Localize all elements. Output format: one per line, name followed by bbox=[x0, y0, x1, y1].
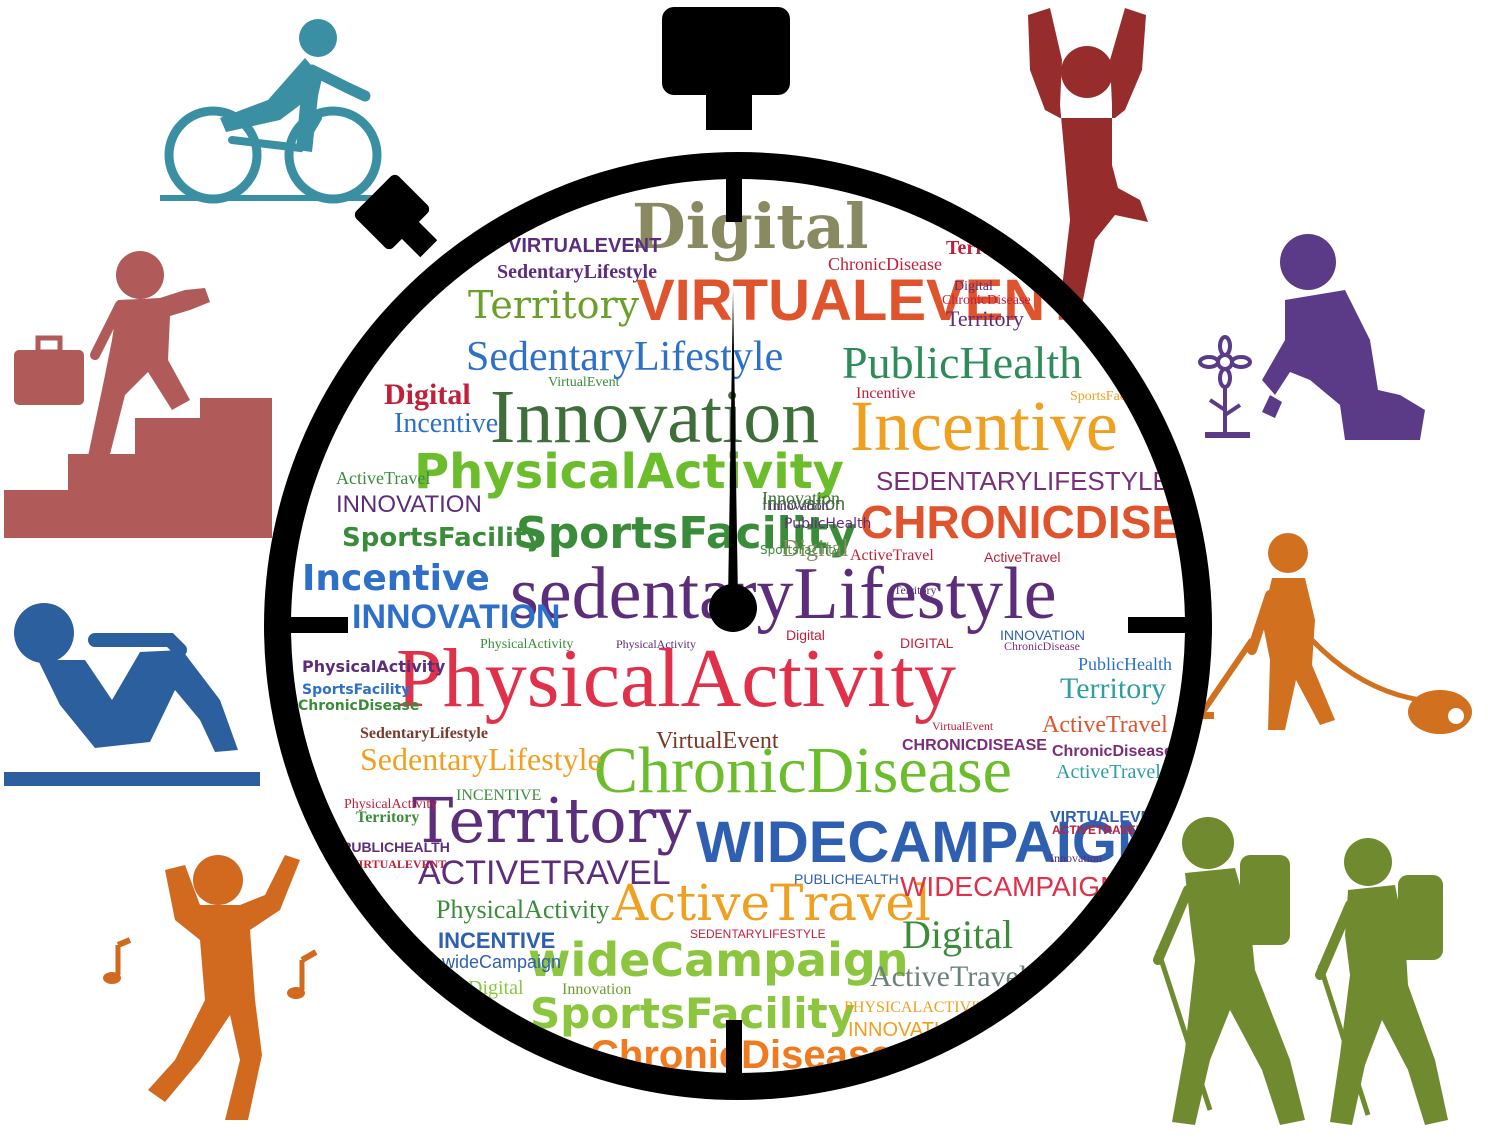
tick-6 bbox=[726, 1020, 742, 1086]
cloud-word: Digital bbox=[384, 378, 471, 411]
tick-12 bbox=[726, 160, 742, 222]
cloud-word: Digital bbox=[786, 627, 825, 643]
bicycle-icon bbox=[160, 19, 385, 204]
cloud-word: ACTIVETRAVEL bbox=[1052, 823, 1143, 837]
cloud-word: Digital bbox=[782, 536, 849, 562]
cloud-word: PublicHealth bbox=[1078, 654, 1172, 674]
cloud-word: Territory bbox=[468, 283, 640, 327]
stopwatch-button-side bbox=[354, 174, 438, 258]
cloud-word: SedentaryLifestyle bbox=[360, 741, 602, 777]
cloud-word: VirtualEvent bbox=[932, 719, 994, 733]
cloud-word: Innovation bbox=[768, 499, 829, 514]
cloud-word: Territory bbox=[356, 809, 419, 826]
cloud-word: sedentaryLifestyle bbox=[510, 553, 1057, 635]
cloud-word: INNOVATION bbox=[336, 491, 482, 518]
gardener-icon bbox=[1198, 234, 1425, 440]
cloud-word: PhysicalActivity bbox=[616, 637, 696, 651]
cloud-word: PhysicalActivity bbox=[436, 895, 609, 924]
tick-9 bbox=[290, 617, 348, 633]
cloud-word: VIRTUALEVENT bbox=[508, 235, 661, 257]
cloud-word: Incentive bbox=[850, 386, 1118, 466]
cloud-word: SedentaryLifestyle bbox=[360, 725, 488, 742]
cloud-word: PhysicalActivity bbox=[414, 444, 844, 500]
cloud-word: VIRTUALEVENT bbox=[636, 268, 1081, 333]
cloud-word: ChronicDisease bbox=[828, 254, 942, 274]
cloud-word: ChronicDisease bbox=[942, 293, 1031, 308]
tick-3 bbox=[1128, 617, 1186, 633]
cloud-word: ChronicDisease bbox=[1052, 743, 1173, 760]
cloud-word: INCENTIVE bbox=[456, 787, 541, 804]
cloud-word: PUBLICHEALTH bbox=[342, 839, 450, 855]
stopwatch-ticks bbox=[290, 160, 1186, 1086]
cloud-word: PhysicalActivity bbox=[344, 797, 437, 812]
cloud-word: ChronicDisease bbox=[1004, 639, 1080, 653]
cloud-word: Territory bbox=[412, 784, 691, 857]
cloud-word: Innovation bbox=[1050, 851, 1102, 865]
cloud-word: PhysicalActivity bbox=[302, 657, 446, 676]
cloud-word: SedentaryLifestyle bbox=[497, 261, 657, 283]
cloud-word: CHRONICDISEASE bbox=[860, 496, 1277, 548]
cloud-word: Digital bbox=[902, 912, 1013, 957]
cloud-word: SportsFacility bbox=[342, 523, 543, 553]
cloud-word: PhysicalActivity bbox=[396, 632, 956, 725]
cloud-word: SportsFacility bbox=[516, 508, 857, 559]
cloud-word: ActiveTravel bbox=[336, 468, 430, 488]
cloud-word: Incentive bbox=[856, 385, 916, 402]
cloud-word: Digital bbox=[954, 279, 993, 294]
cloud-word: ActiveTravel bbox=[1056, 761, 1161, 783]
cloud-word: CHRONICDISEASE bbox=[902, 737, 1047, 754]
cloud-word: SportsFacility bbox=[530, 989, 855, 1038]
vacuum-icon bbox=[1192, 533, 1472, 734]
cloud-word: ActiveTravel bbox=[984, 549, 1061, 565]
cloud-word: SportsFacility bbox=[302, 682, 410, 698]
cloud-word: Digital bbox=[632, 190, 869, 263]
cloud-word: INCENTIVE bbox=[438, 928, 555, 953]
situp-icon bbox=[4, 603, 260, 786]
cloud-word: SedentaryLifestyle bbox=[466, 334, 783, 380]
cloud-word: wideCampaign bbox=[528, 933, 909, 987]
cloud-word: Territory bbox=[1060, 672, 1166, 705]
word-cloud: Digital VIRTUALEVENT Territory Sedentary… bbox=[298, 190, 1277, 1073]
yoga-icon bbox=[1028, 8, 1148, 305]
cloud-word: Territory bbox=[894, 583, 936, 597]
stopwatch-hand bbox=[728, 290, 738, 600]
cloud-word: ActiveTravel bbox=[611, 874, 931, 932]
cloud-word: DIGITAL bbox=[900, 635, 954, 651]
cloud-word: INNOVATION bbox=[352, 598, 560, 636]
stairs-climber-icon bbox=[4, 251, 272, 538]
cloud-word: Innovation bbox=[562, 981, 631, 998]
cloud-word: ChronicDisease bbox=[298, 698, 419, 714]
cloud-word: SEDENTARYLIFESTYLE bbox=[876, 466, 1170, 496]
cloud-word: WIDECAMPAIGN bbox=[900, 871, 1120, 902]
cloud-word: WIDECAMPAIGN bbox=[696, 810, 1159, 875]
cloud-word: Innovation bbox=[762, 494, 845, 514]
cloud-word: SEDENTARYLIFESTYLE bbox=[690, 927, 826, 941]
cloud-word: Incentive bbox=[302, 558, 490, 599]
cloud-word: PHYSICALACTIVITY bbox=[844, 999, 998, 1016]
cloud-word: Incentive bbox=[394, 408, 498, 439]
hikers-icon bbox=[1153, 817, 1448, 1125]
cloud-word: SportsFacility bbox=[760, 543, 840, 557]
cloud-word: PublicHealth bbox=[784, 516, 871, 532]
cloud-word: ActiveTravel bbox=[1042, 712, 1168, 738]
cloud-word: VirtualEvent bbox=[656, 728, 779, 754]
cloud-word: wideCampaign bbox=[441, 952, 561, 972]
stopwatch-button-top bbox=[662, 7, 790, 95]
cloud-word: VirtualEvent bbox=[548, 375, 620, 390]
cloud-word: VIRTUALEVENT bbox=[350, 857, 446, 871]
cloud-word: ActiveTravel bbox=[850, 547, 934, 564]
cloud-word: ChronicDisease bbox=[594, 734, 1012, 807]
cloud-word: ACTIVETRAVEL bbox=[418, 854, 671, 892]
cloud-word: PhysicalActivity bbox=[480, 637, 573, 652]
dancer-icon bbox=[103, 855, 318, 1120]
cloud-word: Innovation bbox=[490, 375, 819, 459]
cloud-word: PUBLICHEALTH bbox=[794, 871, 899, 887]
stopwatch-hub bbox=[709, 584, 757, 632]
cloud-word: Territory bbox=[946, 306, 1024, 331]
cloud-word: PublicHealth bbox=[842, 337, 1082, 388]
cloud-word: Innovation bbox=[762, 488, 840, 508]
cloud-word: INNOVATION bbox=[1000, 627, 1085, 643]
